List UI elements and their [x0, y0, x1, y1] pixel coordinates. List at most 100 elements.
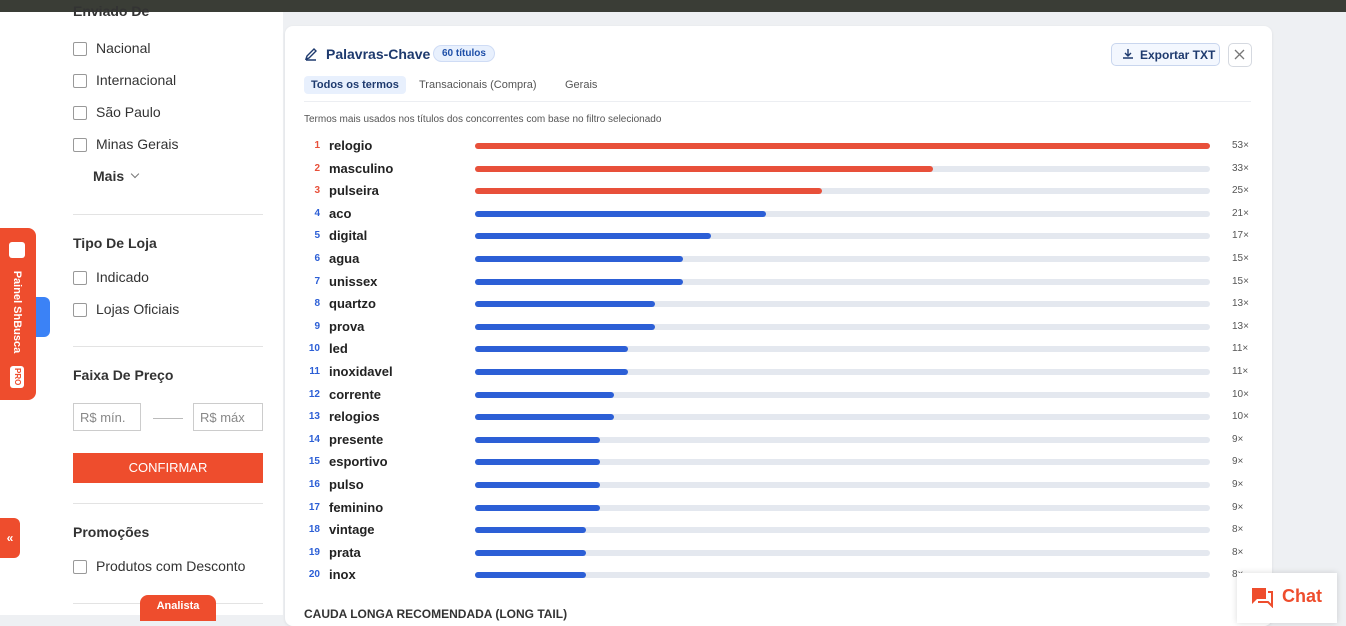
term: esportivo	[329, 454, 388, 470]
term: unissex	[329, 273, 378, 289]
tab[interactable]: Gerais	[565, 79, 598, 91]
option-label: Indicado	[96, 269, 149, 285]
term: quartzo	[329, 296, 376, 312]
bar-track	[475, 436, 1210, 443]
count-label: 13×	[1232, 298, 1249, 310]
bar	[475, 233, 711, 240]
option-label: Lojas Oficiais	[96, 301, 180, 317]
term: masculino	[329, 160, 394, 176]
count-label: 15×	[1232, 253, 1249, 264]
term: relogio	[329, 138, 373, 153]
option-label: Nacional	[96, 40, 151, 56]
term: inoxidavel	[329, 364, 393, 379]
count-label: 33×	[1232, 162, 1249, 174]
option-label: Internacional	[96, 72, 177, 88]
bar-track	[475, 482, 1210, 488]
bar	[475, 504, 600, 511]
bar-track	[475, 301, 1210, 308]
bar	[475, 323, 656, 330]
rank: 3	[314, 185, 320, 197]
option-label: Minas Gerais	[96, 136, 179, 152]
bar-track	[475, 527, 1210, 534]
confirm-button[interactable]: CONFIRMAR	[73, 453, 263, 483]
rank: 6	[314, 253, 320, 264]
export-button[interactable]	[1111, 43, 1220, 66]
term: pulseira	[329, 183, 379, 199]
checkbox[interactable]	[73, 303, 87, 317]
count-label: 9×	[1232, 456, 1244, 468]
bar-track	[475, 504, 1210, 511]
bar	[475, 188, 822, 195]
count-label: 13×	[1232, 320, 1249, 332]
checkbox[interactable]	[73, 74, 87, 88]
term: presente	[329, 431, 384, 447]
section-title: Tipo De Loja	[73, 235, 157, 251]
range-dash	[153, 418, 183, 419]
rank: 5	[314, 230, 320, 242]
term: feminino	[329, 499, 384, 515]
more-link[interactable]: Mais	[93, 168, 125, 184]
bar	[475, 301, 656, 308]
side-handle[interactable]	[36, 297, 50, 337]
tab[interactable]: Transacionais (Compra)	[419, 79, 537, 91]
bar-track	[475, 346, 1210, 353]
bar	[475, 369, 628, 375]
bar-track	[475, 278, 1210, 285]
count-label: 11×	[1232, 366, 1249, 377]
rank: 16	[308, 479, 320, 490]
close-button[interactable]	[1228, 43, 1252, 67]
bar-track	[475, 459, 1210, 466]
checkbox[interactable]	[73, 560, 87, 574]
checkbox[interactable]	[73, 138, 87, 152]
analyst-tab[interactable]: Analista	[140, 595, 216, 621]
checkbox[interactable]	[73, 106, 87, 120]
count-label: 17×	[1232, 230, 1249, 242]
top-bar	[0, 0, 1346, 12]
count-label: 11×	[1232, 343, 1249, 355]
bar-track	[475, 210, 1210, 217]
description: Termos mais usados nos títulos dos conco…	[304, 114, 662, 125]
max-price-input[interactable]: R$ máx	[193, 403, 263, 431]
rank: 7	[314, 275, 320, 287]
rank: 1	[314, 140, 320, 151]
bar-track	[475, 188, 1210, 195]
bar-track	[475, 256, 1210, 262]
chat-icon	[1252, 588, 1273, 608]
term: vintage	[329, 522, 375, 538]
tabs-divider	[304, 101, 1251, 102]
rank: 8	[314, 298, 320, 310]
count-label: 21×	[1232, 207, 1249, 219]
collapse-tab[interactable]: «	[0, 518, 20, 558]
bar	[475, 436, 600, 443]
rank: 2	[314, 162, 320, 174]
tab[interactable]: Todos os termos	[304, 76, 406, 94]
panel-title: Palavras-Chave	[326, 46, 431, 62]
download-icon	[1123, 49, 1133, 59]
bar-track	[475, 391, 1210, 398]
count-label: 9×	[1232, 433, 1244, 445]
count-label: 10×	[1232, 411, 1249, 423]
rank: 11	[309, 366, 320, 377]
export-label: Exportar TXT	[1140, 48, 1216, 62]
bar	[475, 210, 767, 217]
bar	[475, 165, 933, 172]
bar	[475, 549, 586, 556]
checkbox[interactable]	[73, 42, 87, 56]
checkbox[interactable]	[73, 271, 87, 285]
option-label: Produtos com Desconto	[96, 558, 246, 574]
rank: 20	[308, 569, 320, 581]
side-panel-label: Painel ShBusca	[11, 270, 23, 354]
next-section-title: CAUDA LONGA RECOMENDADA (LONG TAIL)	[304, 607, 568, 621]
pro-badge: PRO	[10, 366, 24, 388]
bar	[475, 143, 1210, 149]
term: prova	[329, 318, 365, 334]
count-label: 9×	[1232, 479, 1244, 490]
rank: 17	[308, 501, 320, 513]
count-label: 10×	[1232, 388, 1249, 400]
option-label: São Paulo	[96, 104, 161, 120]
bar-track	[475, 414, 1210, 421]
min-price-input[interactable]: R$ mín.	[73, 403, 141, 431]
rank: 14	[308, 433, 320, 445]
bar	[475, 459, 600, 466]
divider	[73, 214, 263, 215]
